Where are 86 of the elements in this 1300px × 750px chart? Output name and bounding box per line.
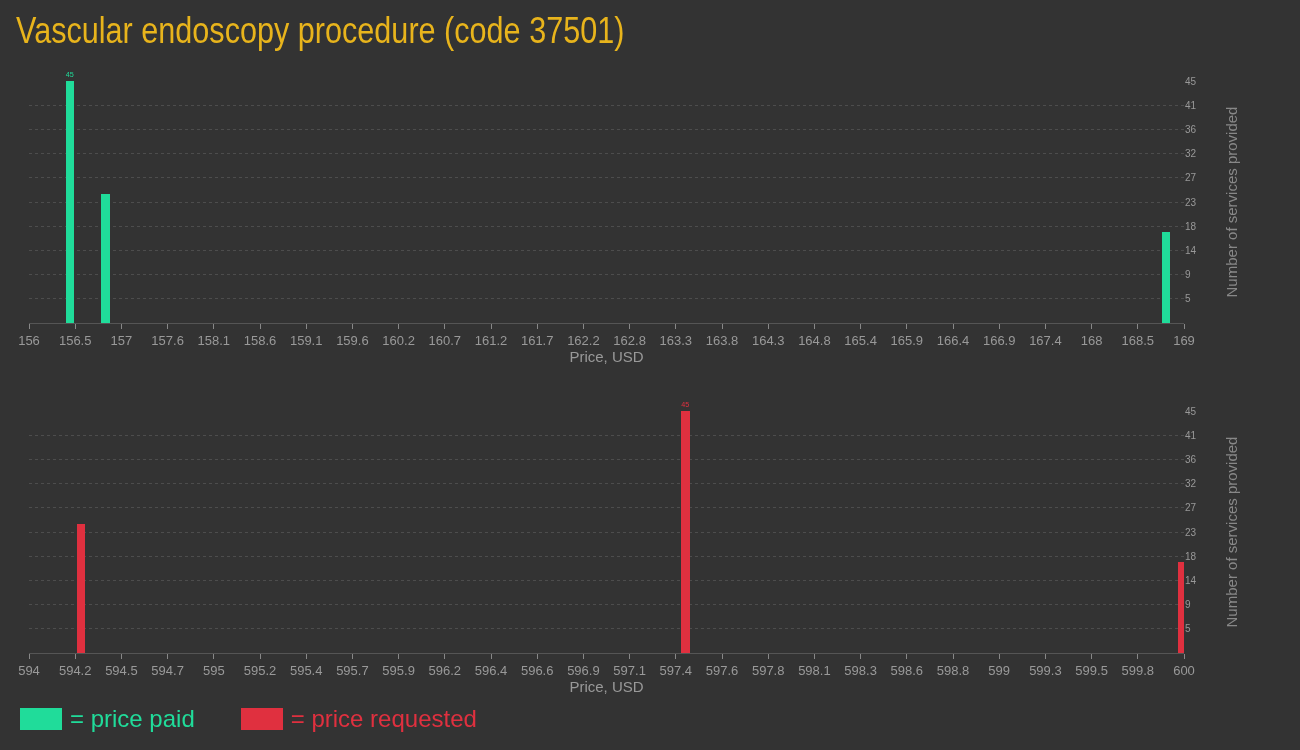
x-tick-label: 157: [110, 332, 133, 348]
x-tick-label: 597.6: [705, 662, 739, 678]
x-tick-label: 166.9: [982, 332, 1016, 348]
x-tick-label: 598.6: [890, 662, 924, 678]
x-tick-label: 156: [18, 332, 40, 348]
y-axis-title: Number of services provided: [1222, 106, 1240, 298]
y-tick-label: 32: [1185, 148, 1197, 160]
x-tick-label: 160.2: [382, 332, 415, 348]
x-tick-label: 594: [18, 662, 40, 678]
x-tick-label: 594.5: [105, 662, 138, 678]
y-tick-label: 14: [1185, 574, 1197, 586]
bar: [101, 193, 110, 323]
x-tick-label: 599.5: [1075, 662, 1108, 678]
x-tick-label: 595.9: [382, 662, 415, 678]
y-tick-label: 41: [1185, 99, 1197, 111]
y-tick-label: 41: [1185, 429, 1197, 441]
bar: [1162, 231, 1171, 323]
x-tick-label: 594.7: [151, 662, 184, 678]
legend-label: = price requested: [290, 704, 477, 734]
x-tick-label: 168.5: [1121, 332, 1155, 348]
x-tick-label: 161.2: [474, 332, 508, 348]
x-tick-label: 159.6: [336, 332, 369, 348]
chart-title: Vascular endoscopy procedure (code 37501): [16, 10, 625, 52]
x-tick-label: 598.3: [844, 662, 877, 678]
x-tick-label: 169: [1173, 332, 1195, 348]
x-tick-label: 599: [988, 662, 1011, 678]
x-tick-label: 162.8: [613, 332, 646, 348]
x-tick-label: 595.7: [336, 662, 369, 678]
y-tick-label: 9: [1185, 269, 1191, 281]
y-tick-label: 36: [1185, 453, 1197, 465]
x-tick-label: 594.2: [58, 662, 92, 678]
x-axis-title: Price, USD: [569, 347, 644, 365]
y-tick-label: 14: [1185, 244, 1197, 256]
x-tick-label: 595: [202, 662, 225, 678]
x-tick-label: 596.4: [474, 662, 508, 678]
y-tick-label: 5: [1185, 293, 1191, 305]
x-tick-label: 164.3: [751, 332, 785, 348]
y-tick-label: 18: [1185, 550, 1197, 562]
x-tick-label: 596.2: [428, 662, 462, 678]
x-tick-label: 598.1: [798, 662, 831, 678]
y-tick-label: 32: [1185, 478, 1197, 490]
x-tick-label: 163.3: [659, 332, 693, 348]
x-tick-label: 167.4: [1029, 332, 1062, 348]
bar: [1177, 561, 1184, 653]
x-tick-label: 595.2: [243, 662, 277, 678]
x-tick-label: 158.1: [197, 332, 231, 348]
x-tick-label: 168: [1080, 332, 1103, 348]
x-tick-label: 599.3: [1029, 662, 1062, 678]
y-axis-title: Number of services provided: [1222, 436, 1240, 628]
bar: [76, 523, 86, 653]
x-tick-label: 157.6: [151, 332, 184, 348]
data-label: 45: [65, 69, 74, 79]
y-tick-label: 23: [1185, 526, 1197, 538]
x-tick-label: 162.2: [567, 332, 600, 348]
x-tick-label: 597.1: [613, 662, 646, 678]
y-tick-label: 36: [1185, 123, 1197, 135]
y-tick-label: 18: [1185, 220, 1197, 232]
x-tick-label: 597.4: [659, 662, 693, 678]
bar: [681, 411, 690, 653]
x-tick-label: 166.4: [936, 332, 970, 348]
x-tick-label: 596.6: [520, 662, 554, 678]
x-tick-label: 599.8: [1121, 662, 1155, 678]
x-tick-label: 600: [1173, 662, 1195, 678]
x-tick-label: 160.7: [428, 332, 462, 348]
legend-label: = price paid: [70, 704, 195, 734]
x-tick-label: 597.8: [751, 662, 785, 678]
y-tick-label: 27: [1185, 502, 1197, 514]
x-tick-label: 163.8: [705, 332, 739, 348]
x-tick-label: 161.7: [520, 332, 554, 348]
x-tick-label: 164.8: [798, 332, 831, 348]
y-tick-label: 23: [1185, 196, 1197, 208]
bar: [65, 81, 75, 323]
x-tick-label: 596.9: [567, 662, 600, 678]
y-tick-label: 45: [1185, 405, 1197, 417]
y-tick-label: 9: [1185, 599, 1191, 611]
x-axis-title: Price, USD: [569, 677, 644, 695]
x-tick-label: 165.4: [844, 332, 877, 348]
x-tick-label: 598.8: [936, 662, 970, 678]
y-tick-label: 5: [1185, 623, 1191, 635]
x-tick-label: 595.4: [289, 662, 323, 678]
x-tick-label: 159.1: [289, 332, 323, 348]
x-tick-label: 165.9: [890, 332, 924, 348]
x-tick-label: 156.5: [58, 332, 92, 348]
y-tick-label: 45: [1185, 75, 1197, 87]
x-tick-label: 158.6: [243, 332, 277, 348]
y-tick-label: 27: [1185, 172, 1197, 184]
